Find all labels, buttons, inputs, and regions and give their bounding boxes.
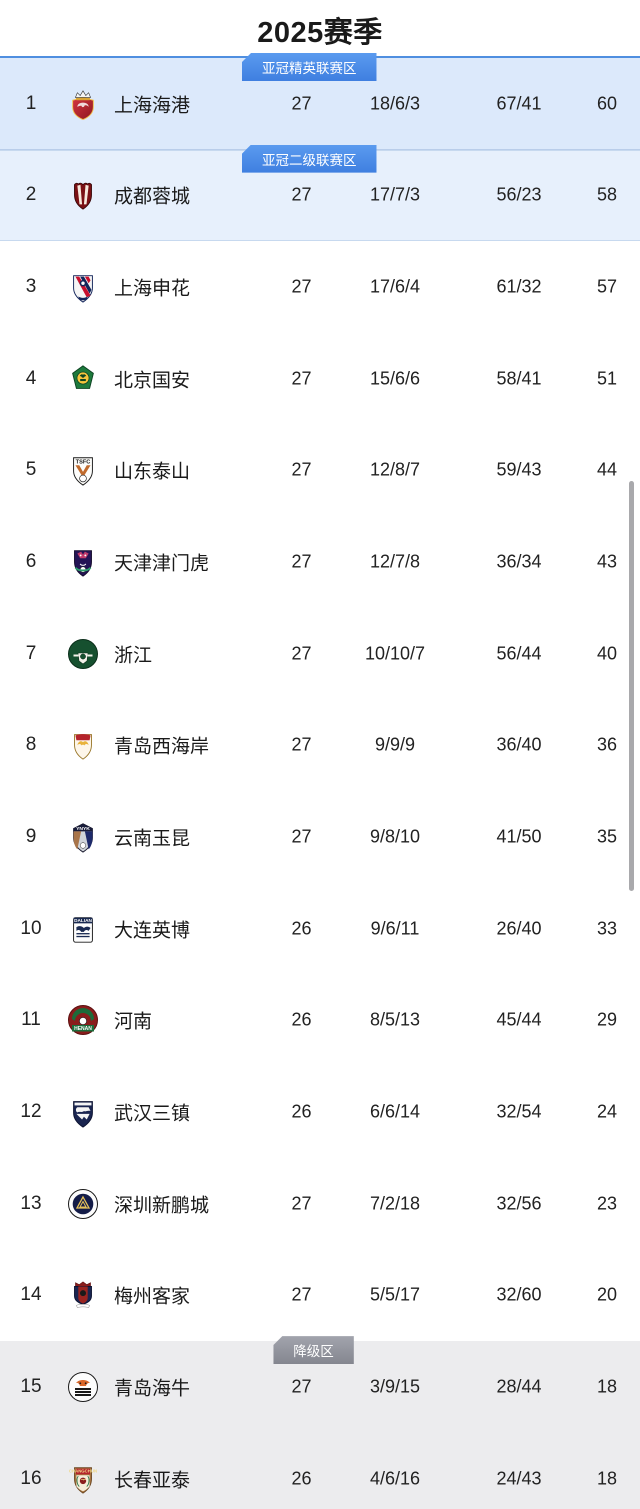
svg-text:DALIAN: DALIAN [74, 918, 92, 923]
svg-text:TSFC: TSFC [76, 460, 91, 466]
svg-text:HENAN: HENAN [74, 1026, 92, 1032]
svg-text:CHANGCHUN: CHANGCHUN [69, 1468, 97, 1473]
svg-text:YNYK: YNYK [76, 826, 90, 832]
